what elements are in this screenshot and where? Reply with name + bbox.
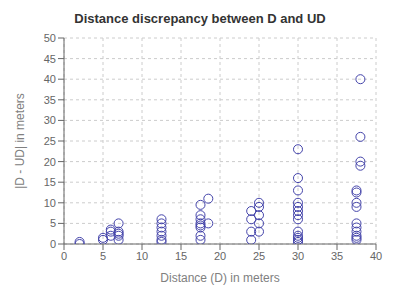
svg-text:Distance (D) in meters: Distance (D) in meters [160, 271, 279, 285]
svg-text:40: 40 [44, 73, 56, 85]
svg-text:30: 30 [44, 114, 56, 126]
html-text:Distance discrepancy between D: Distance discrepancy between D and UD [74, 11, 326, 26]
svg-text:35: 35 [331, 250, 343, 262]
svg-text:45: 45 [44, 53, 56, 65]
svg-text:25: 25 [253, 250, 265, 262]
svg-text:0: 0 [61, 250, 67, 262]
svg-text:20: 20 [44, 156, 56, 168]
svg-text:50: 50 [44, 32, 56, 44]
svg-text:35: 35 [44, 94, 56, 106]
svg-text:15: 15 [175, 250, 187, 262]
svg-text:5: 5 [100, 250, 106, 262]
svg-text:25: 25 [44, 135, 56, 147]
svg-text:|D - UD| in meters: |D - UD| in meters [13, 93, 27, 189]
svg-text:15: 15 [44, 176, 56, 188]
svg-text:30: 30 [292, 250, 304, 262]
svg-text:0: 0 [50, 238, 56, 250]
svg-text:40: 40 [370, 250, 382, 262]
svg-text:5: 5 [50, 217, 56, 229]
svg-text:20: 20 [214, 250, 226, 262]
svg-text:10: 10 [136, 250, 148, 262]
svg-text:10: 10 [44, 197, 56, 209]
